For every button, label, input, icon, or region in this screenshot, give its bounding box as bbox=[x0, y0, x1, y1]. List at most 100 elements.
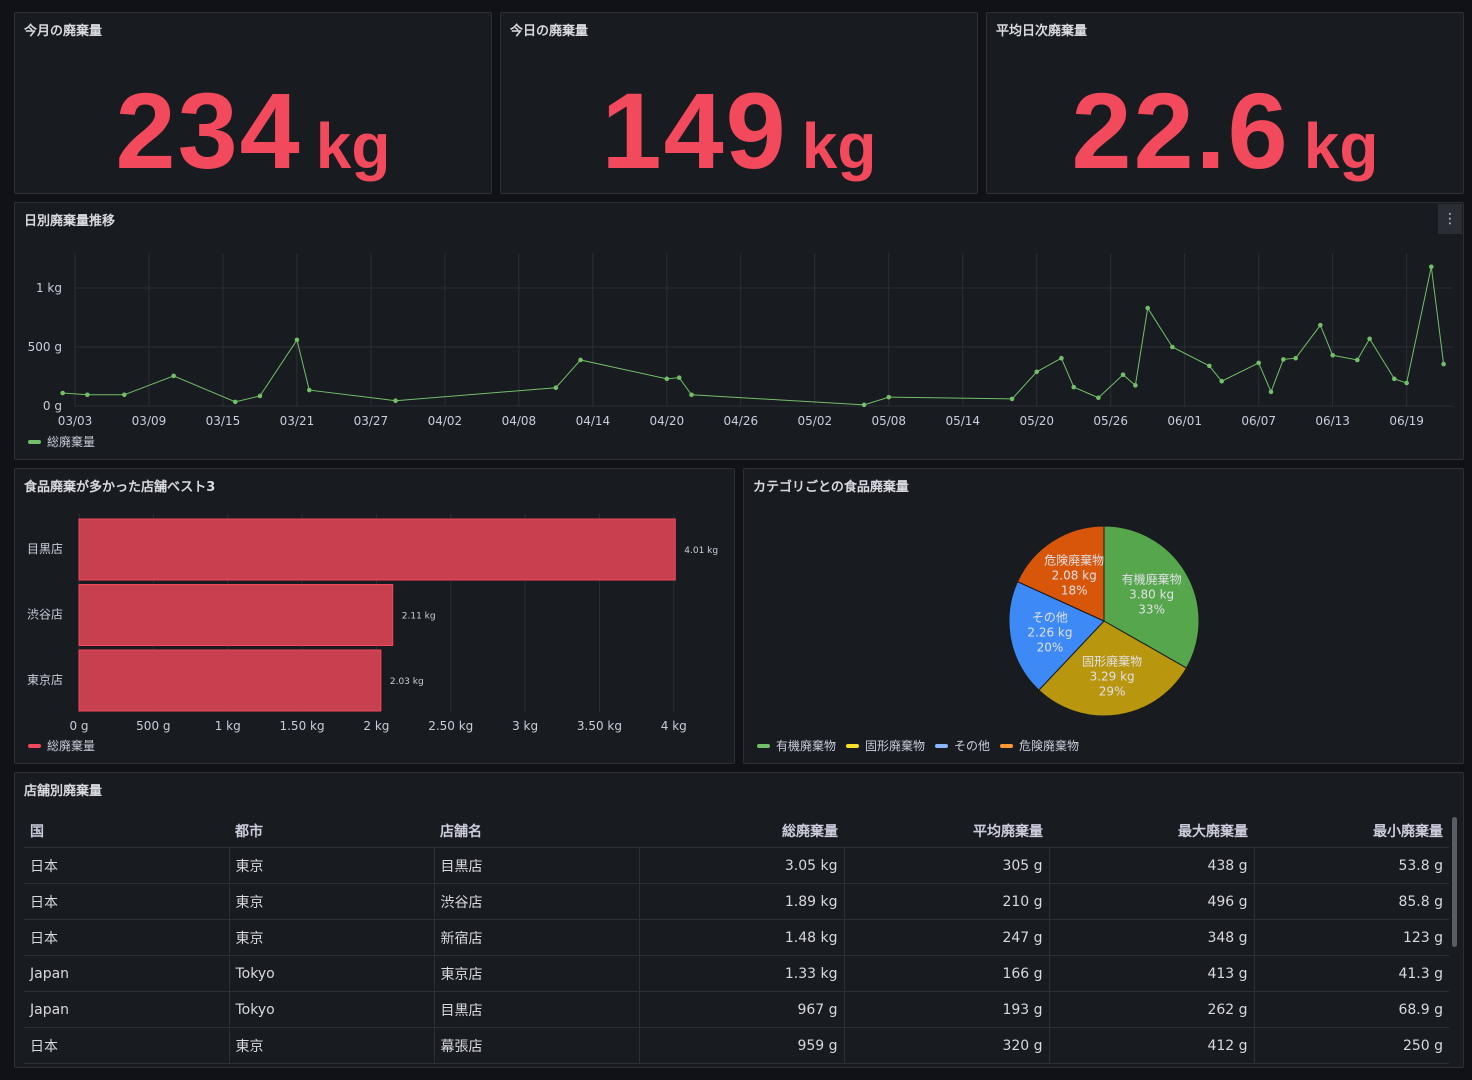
table-cell: 東京店 bbox=[433, 955, 639, 992]
x-tick-label: 0 g bbox=[69, 719, 88, 733]
legend-item[interactable]: 総廃棄量 bbox=[28, 433, 95, 450]
stat-panel-average: 平均日次廃棄量 22.6 kg bbox=[986, 12, 1464, 194]
column-header[interactable]: 最小廃棄量 bbox=[1254, 815, 1449, 848]
table-cell: 東京 bbox=[228, 847, 434, 884]
y-tick-label: 0 g bbox=[43, 399, 62, 413]
x-tick-label: 03/21 bbox=[280, 414, 315, 428]
scrollbar[interactable] bbox=[1452, 817, 1457, 947]
timeseries-chart[interactable]: 0 g 500 g 1 kg 03/03 03/09 03/15 03/21 03/27 04/… bbox=[15, 203, 1465, 461]
data-point bbox=[689, 392, 694, 398]
data-point bbox=[1330, 352, 1335, 358]
table-cell: 305 g bbox=[843, 847, 1049, 884]
table-cell: 320 g bbox=[843, 1027, 1049, 1064]
slice-label: 33% bbox=[1138, 602, 1165, 616]
legend-item[interactable]: 固形廃棄物 bbox=[846, 737, 925, 754]
x-tick-label: 04/08 bbox=[502, 414, 537, 428]
data-point bbox=[664, 376, 670, 382]
category-label: 東京店 bbox=[27, 673, 63, 687]
x-tick-label: 06/19 bbox=[1389, 414, 1424, 428]
bar bbox=[78, 584, 394, 646]
legend-item[interactable]: 有機廃棄物 bbox=[757, 737, 836, 754]
table-row: 日本 東京 目黒店 3.05 kg 305 g 438 g 53.8 g bbox=[24, 847, 1449, 884]
column-header[interactable]: 最大廃棄量 bbox=[1049, 815, 1254, 848]
legend-label: 固形廃棄物 bbox=[865, 739, 926, 753]
legend-item[interactable]: 総廃棄量 bbox=[28, 737, 95, 754]
data-point bbox=[886, 394, 892, 400]
table-cell: 日本 bbox=[24, 1027, 229, 1064]
legend-label: 総廃棄量 bbox=[47, 435, 96, 449]
panel-title: 今日の廃棄量 bbox=[510, 24, 589, 39]
panel-menu-icon[interactable]: ⋮ bbox=[1438, 204, 1462, 234]
x-tick-label: 1.50 kg bbox=[279, 719, 324, 733]
data-point bbox=[1071, 384, 1077, 390]
table-cell: 3.05 kg bbox=[638, 847, 844, 884]
table-cell: 68.9 g bbox=[1253, 991, 1449, 1028]
column-header[interactable]: 店舗名 bbox=[434, 815, 639, 848]
x-tick-label: 1 kg bbox=[215, 719, 241, 733]
x-tick-label: 3 kg bbox=[512, 719, 538, 733]
table-cell: 日本 bbox=[24, 847, 229, 884]
table-cell: 247 g bbox=[843, 919, 1049, 956]
legend-item[interactable]: その他 bbox=[935, 737, 990, 754]
data-point bbox=[232, 399, 238, 405]
data-point bbox=[1441, 361, 1446, 367]
table-cell: 新宿店 bbox=[433, 919, 639, 956]
stat-unit: kg bbox=[1303, 110, 1379, 182]
bar-value-label: 2.11 kg bbox=[402, 612, 436, 622]
table-cell: 1.48 kg bbox=[638, 919, 844, 956]
table-cell: 日本 bbox=[24, 919, 229, 956]
legend-swatch bbox=[1000, 743, 1014, 748]
column-header[interactable]: 都市 bbox=[229, 815, 434, 848]
table-cell: 1.89 kg bbox=[638, 883, 844, 920]
slice-label: 3.80 kg bbox=[1129, 587, 1174, 601]
pie-slice bbox=[1103, 525, 1200, 669]
y-tick-label: 500 g bbox=[28, 340, 62, 354]
panel-title: 平均日次廃棄量 bbox=[996, 24, 1088, 39]
data-point bbox=[1367, 336, 1372, 342]
y-tick-label: 1 kg bbox=[36, 281, 62, 295]
table-cell: 412 g bbox=[1048, 1027, 1254, 1064]
table-cell: 193 g bbox=[843, 991, 1049, 1028]
data-point bbox=[1318, 322, 1323, 328]
column-header[interactable]: 総廃棄量 bbox=[639, 815, 844, 848]
series-line bbox=[62, 266, 1445, 406]
data-point bbox=[861, 402, 867, 408]
bar bbox=[78, 518, 676, 581]
table-cell: 目黒店 bbox=[433, 991, 639, 1028]
data-point bbox=[122, 392, 127, 398]
pie-slice bbox=[1008, 580, 1105, 691]
bar-value-label: 4.01 kg bbox=[684, 546, 718, 556]
data-point bbox=[294, 337, 300, 343]
column-header[interactable]: 国 bbox=[24, 815, 229, 848]
table-cell: 250 g bbox=[1253, 1027, 1449, 1064]
table-cell: 53.8 g bbox=[1253, 847, 1449, 884]
legend: 総廃棄量 bbox=[28, 737, 95, 754]
data-point bbox=[1034, 369, 1040, 375]
data-point bbox=[1133, 383, 1138, 388]
legend-label: その他 bbox=[954, 739, 991, 753]
table-cell: 東京 bbox=[228, 919, 434, 956]
data-point bbox=[1293, 355, 1298, 361]
table-cell: 日本 bbox=[24, 883, 229, 920]
legend: 総廃棄量 bbox=[28, 433, 95, 450]
pie-slice bbox=[1038, 620, 1188, 717]
legend-label: 総廃棄量 bbox=[47, 739, 96, 753]
table-cell: 438 g bbox=[1048, 847, 1254, 884]
pie-slice bbox=[1016, 525, 1105, 622]
table-cell: 1.33 kg bbox=[638, 955, 844, 992]
panel-title: 日別廃棄量推移 bbox=[24, 214, 116, 229]
x-tick-label: 04/02 bbox=[428, 414, 463, 428]
x-tick-label: 06/07 bbox=[1241, 414, 1276, 428]
data-point bbox=[1268, 389, 1274, 395]
x-tick-label: 3.50 kg bbox=[577, 719, 622, 733]
table-cell: 348 g bbox=[1048, 919, 1254, 956]
pie-chart-panel: カテゴリごとの食品廃棄量 有機廃棄物 3.80 kg 33% 固形廃棄物 3.29 kg… bbox=[743, 468, 1464, 764]
stat-panel-today: 今日の廃棄量 149 kg bbox=[500, 12, 978, 194]
legend-item[interactable]: 危険廃棄物 bbox=[1000, 737, 1079, 754]
slice-label: 20% bbox=[1037, 641, 1064, 655]
x-tick-label: 03/15 bbox=[206, 414, 241, 428]
slice-label: 2.26 kg bbox=[1027, 626, 1072, 640]
legend-swatch bbox=[935, 743, 949, 748]
column-header[interactable]: 平均廃棄量 bbox=[844, 815, 1049, 848]
